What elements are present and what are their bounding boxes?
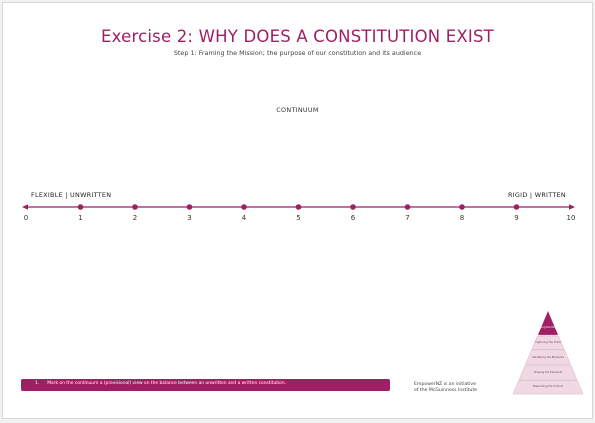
tick-label-6: 6 [350,214,356,222]
pyramid-level-label-2: Capturing the Finite [535,341,561,345]
tick-label-0: 0 [23,214,29,222]
continuum-axis [22,204,575,210]
instruction-body: Mark on the continuum a (provisional) vi… [47,381,287,386]
pyramid-level-4 [518,365,578,380]
pyramid-level-label-1: Framing the Mission [534,326,561,329]
continuum-point-9[interactable] [513,204,520,210]
pyramid-level-5 [512,380,584,395]
continuum-point-2[interactable] [132,204,138,210]
worksheet-page: Exercise 2: WHY DOES A CONSTITUTION EXIS… [2,2,593,419]
tick-label-8: 8 [459,214,465,222]
pyramid-level-3 [525,350,571,365]
tick-label-10: 10 [566,214,576,222]
continuum-point-8[interactable] [459,204,465,210]
tick-label-5: 5 [296,214,301,222]
tick-label-7: 7 [405,214,410,222]
credit-line-2: of the McGuinness Institute [414,388,478,393]
tick-label-4: 4 [241,214,247,222]
continuum-point-1[interactable] [77,204,84,210]
pyramid-level-label-5: Stewarding the Product [532,385,564,389]
continuum-point-7[interactable] [404,204,411,210]
tick-label-1: 1 [78,214,83,222]
pyramid-level-1 [537,310,559,336]
pyramid-level-2 [531,335,565,350]
left-end-label: FLEXIBLE | UNWRITTEN [31,191,112,199]
framework-pyramid [512,310,584,395]
continuum-point-3[interactable] [186,204,193,210]
continuum-point-5[interactable] [295,204,302,210]
left-arrowhead [22,204,28,210]
tick-label-9: 9 [514,214,519,222]
page-title: Exercise 2: WHY DOES A CONSTITUTION EXIS… [101,27,494,46]
continuum-point-6[interactable] [350,204,356,210]
continuum-label: CONTINUUM [276,106,319,114]
credit-note: EmpowerNZ is an initiative of the McGuin… [414,382,477,394]
tick-label-3: 3 [187,214,192,222]
pyramid-level-label-3: Identifying the Elements [532,355,564,359]
instruction-text: 1. Mark on the continuum a (provisional) … [35,381,286,386]
right-arrowhead [569,204,575,210]
instruction-bar: 1. Mark on the continuum a (provisional) … [21,379,390,391]
instruction-number: 1. [35,381,40,386]
right-end-label: RIGID | WRITTEN [508,191,566,199]
page-subtitle: Step 1: Framing the Mission; the purpose… [173,49,422,57]
credit-line-1: EmpowerNZ is an initiative [414,382,476,387]
pyramid-level-label-4: Shaping the Elements [533,370,563,374]
tick-label-2: 2 [132,214,138,222]
continuum-point-4[interactable] [241,204,247,210]
